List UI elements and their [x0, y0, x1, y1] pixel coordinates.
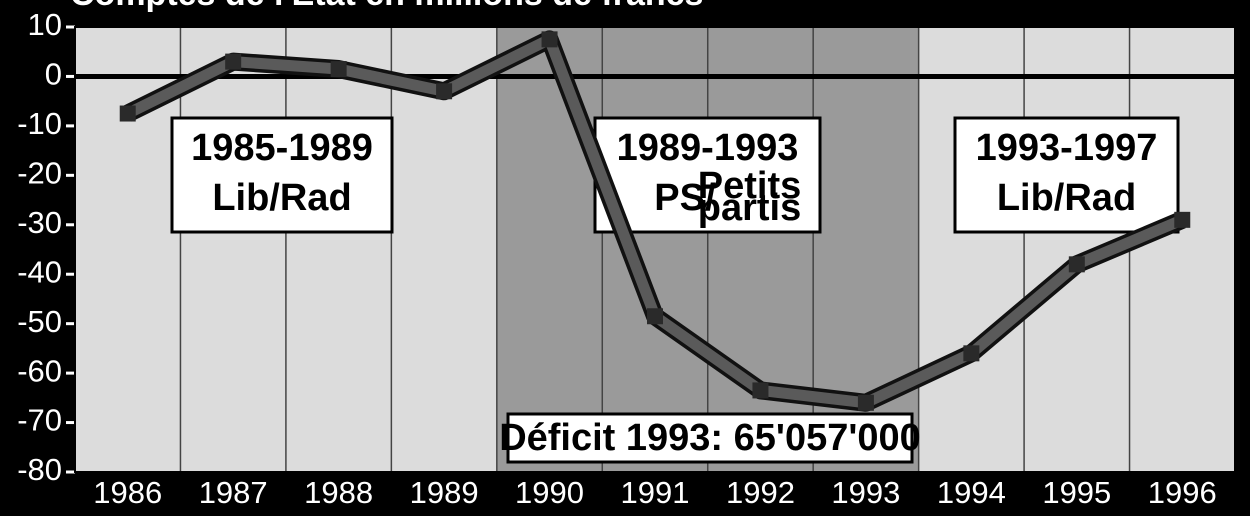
y-tick-label: -70 — [17, 403, 62, 438]
annotation-box — [170, 116, 394, 234]
annotation-text: 1993-1997 — [976, 127, 1158, 169]
x-tick-label: 1988 — [304, 475, 373, 510]
x-tick-label: 1992 — [726, 475, 795, 510]
point-marker — [330, 61, 347, 78]
annotation-box — [953, 116, 1180, 234]
annotation-text: Déficit 1993: 65'057'000 — [499, 417, 921, 459]
x-tick-label: 1986 — [93, 475, 162, 510]
point-marker — [225, 53, 242, 70]
annotation-small: Petits — [698, 165, 801, 207]
annotation-text: Lib/Rad — [212, 177, 351, 219]
y-tick-label: -10 — [17, 106, 62, 141]
point-marker — [857, 394, 874, 411]
y-tick-label: -50 — [17, 304, 62, 339]
annotation-text: 1985-1989 — [191, 127, 373, 169]
x-tick-label: 1994 — [937, 475, 1006, 510]
point-marker — [963, 345, 980, 362]
y-tick-label: -60 — [17, 353, 62, 388]
chart-title: Comptes de l'Etat en millions de francs — [70, 0, 703, 13]
x-tick-label: 1995 — [1042, 475, 1111, 510]
plot-frame — [74, 26, 1236, 473]
annotation-text: 1989-1993 — [617, 127, 799, 169]
annotation-text: PS/ — [654, 177, 716, 219]
y-tick-label: -20 — [17, 156, 62, 191]
y-tick-label: -40 — [17, 254, 62, 289]
point-marker — [541, 31, 558, 48]
y-tick-label: -80 — [17, 452, 62, 487]
point-marker — [647, 308, 663, 325]
y-tick-label: -30 — [17, 205, 62, 240]
x-tick-label: 1987 — [199, 475, 268, 510]
x-tick-label: 1991 — [621, 475, 690, 510]
point-marker — [1068, 256, 1085, 273]
annotation-box — [506, 412, 914, 464]
point-marker — [119, 105, 136, 122]
x-tick-label: 1990 — [515, 475, 584, 510]
annotation-small: partis — [698, 187, 801, 229]
x-tick-label: 1996 — [1148, 475, 1217, 510]
x-tick-label: 1993 — [831, 475, 900, 510]
y-tick-label: 0 — [45, 57, 62, 92]
point-marker — [436, 83, 453, 100]
point-marker — [752, 382, 769, 399]
point-marker — [1174, 211, 1191, 228]
annotation-text: Lib/Rad — [997, 177, 1136, 219]
y-tick-label: 10 — [28, 7, 62, 42]
x-tick-label: 1989 — [410, 475, 479, 510]
